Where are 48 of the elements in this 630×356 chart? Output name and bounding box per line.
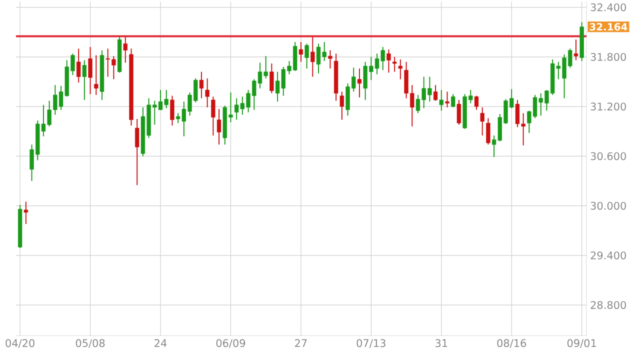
candlestick <box>199 71 204 99</box>
candlestick <box>328 50 332 70</box>
x-tick-label: 31 <box>436 339 448 348</box>
candlestick <box>88 46 92 95</box>
candlestick <box>298 42 304 63</box>
candlestick <box>270 63 274 94</box>
y-tick-label: 29.400 <box>590 252 626 260</box>
candlestick <box>474 95 479 111</box>
candlestick <box>123 36 128 64</box>
x-tick-label: 24 <box>154 339 167 348</box>
candlestick <box>392 56 397 72</box>
candlestick <box>170 95 174 126</box>
candlestick <box>216 108 222 146</box>
candlestick <box>398 59 402 80</box>
candlestick <box>574 39 578 61</box>
x-tick-label: 07/13 <box>356 339 386 348</box>
x-tick-label: 27 <box>295 339 307 348</box>
candlestick <box>211 96 216 136</box>
candlestick <box>486 118 490 146</box>
y-tick-label: 28.800 <box>590 301 626 310</box>
candlestick <box>76 48 81 84</box>
candlestick <box>310 36 315 78</box>
candlestick <box>445 91 450 108</box>
candlestick <box>439 90 444 112</box>
candlestick <box>82 60 87 101</box>
candlestick <box>480 107 484 136</box>
x-tick-label: 05/08 <box>76 339 105 348</box>
candlestick <box>451 94 456 108</box>
candlestick <box>24 201 28 225</box>
candlestick <box>386 49 391 74</box>
y-tick-label: 31.800 <box>590 53 626 62</box>
y-tick-label: 30.600 <box>590 152 626 160</box>
candlestick <box>135 118 140 186</box>
candlestick <box>304 43 309 70</box>
candlestick <box>94 54 98 96</box>
y-tick-label: 30.000 <box>590 202 626 210</box>
text: 32.164 <box>590 23 628 31</box>
x-tick-label: 04/20 <box>6 339 34 348</box>
candlestick <box>456 100 462 126</box>
candlestick <box>357 68 362 98</box>
x-tick-label: 08/16 <box>497 339 526 348</box>
y-tick-label: 31.200 <box>590 102 626 111</box>
candlestick <box>433 84 438 102</box>
candlestick <box>205 78 210 108</box>
x-tick-label: 06/09 <box>216 339 246 348</box>
candlestick <box>340 91 344 120</box>
y-tick-label: 32.400 <box>590 4 626 12</box>
x-tick-label: 09/01 <box>567 339 596 348</box>
